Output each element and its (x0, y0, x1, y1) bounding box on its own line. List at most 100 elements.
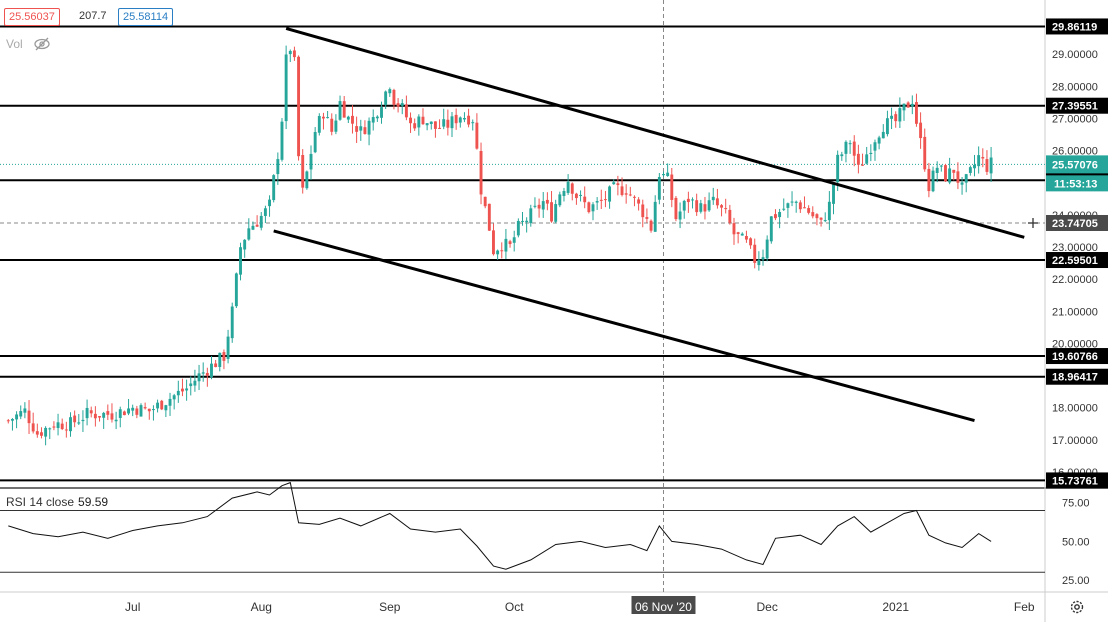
candle-body (989, 157, 993, 174)
candle-body (122, 411, 126, 416)
eye-hidden-icon[interactable] (33, 36, 51, 52)
candle-body (400, 103, 404, 106)
trendline[interactable] (273, 229, 975, 423)
candle-body (239, 247, 242, 275)
candle-body (164, 405, 168, 411)
candle-body (156, 402, 160, 409)
plus-icon[interactable] (1024, 215, 1042, 231)
gear-icon[interactable] (1068, 598, 1086, 616)
candle-body (657, 177, 661, 200)
candle-body (869, 152, 873, 154)
candle-body (720, 205, 723, 208)
candle-body (305, 171, 309, 189)
candle-body (977, 155, 981, 167)
candle-body (653, 201, 657, 232)
time-tick-label: Aug (251, 600, 272, 614)
candle-body (852, 141, 856, 156)
candle-body (147, 408, 151, 412)
bid-price[interactable]: 25.56037 (4, 8, 60, 26)
candle-body (827, 201, 831, 221)
trendlines[interactable] (273, 26, 1025, 423)
candle-body (703, 204, 707, 212)
price-tick-label: 21.00000 (1052, 306, 1098, 318)
candle-body (263, 208, 267, 216)
candle-body (417, 116, 421, 128)
candle-body (351, 115, 354, 124)
candle-body (815, 214, 819, 219)
candle-body (114, 419, 118, 422)
candle-body (803, 207, 806, 209)
candle-body (790, 201, 794, 203)
time-tick-label: Jul (125, 600, 140, 614)
candle-body (475, 122, 479, 149)
candle-body (885, 118, 889, 135)
candle-body (64, 429, 68, 431)
candle-body (819, 217, 823, 220)
candle-body (599, 199, 603, 201)
time-tick-label: Feb (1014, 600, 1035, 614)
candle-body (301, 155, 305, 188)
current-price-box (1046, 155, 1108, 174)
candle-body (968, 167, 972, 173)
candle-body (906, 102, 910, 108)
candle-body (226, 336, 230, 359)
candle-body (52, 426, 56, 428)
ask-price[interactable]: 25.58114 (118, 8, 174, 26)
candle-body (322, 116, 325, 119)
candle-body (230, 306, 234, 339)
candle-body (877, 137, 881, 144)
candle-body (914, 102, 918, 124)
candle-body (438, 127, 442, 129)
candle-body (446, 119, 450, 128)
candle-body (662, 174, 665, 176)
candle-body (56, 422, 60, 429)
candle-body (633, 196, 636, 198)
candle-body (85, 407, 89, 419)
candle-body (292, 50, 296, 58)
crosshair-price-box (1046, 214, 1108, 231)
candle-body (60, 423, 64, 430)
candle-body (172, 395, 176, 400)
candle-body (251, 225, 255, 230)
candle-body (218, 352, 222, 367)
countdown-box (1046, 175, 1108, 192)
candle-body (31, 423, 35, 432)
level-label: 27.39551 (1052, 101, 1098, 113)
candle-body (214, 363, 218, 368)
candle-body (628, 194, 632, 196)
candle-body (23, 408, 27, 413)
candle-body (823, 220, 827, 222)
price-tick-label: 22.00000 (1052, 274, 1098, 286)
candle-body (952, 169, 956, 173)
candle-body (388, 89, 392, 94)
candle-body (143, 407, 147, 409)
candle-body (396, 103, 400, 107)
candle-body (699, 203, 703, 212)
level-label: 29.86119 (1052, 21, 1097, 33)
candle-body (346, 116, 350, 120)
candle-body (595, 201, 599, 203)
candle-body (110, 413, 114, 420)
candle-body (749, 238, 753, 246)
candle-body (670, 174, 674, 200)
candle-body (185, 388, 189, 391)
candle-body (313, 132, 317, 153)
candle-body (923, 136, 927, 170)
candle-body (193, 380, 197, 386)
rsi-legend[interactable]: RSI 14 close 59.59 (6, 495, 108, 509)
crosshair-time-label: 06 Nov '20 (635, 600, 692, 614)
candle-body (15, 414, 19, 420)
trendline[interactable] (285, 26, 1025, 239)
candle-body (168, 398, 172, 406)
candle-body (624, 193, 628, 195)
candle-body (608, 186, 612, 202)
candle-body (944, 165, 947, 182)
candle-body (458, 117, 462, 123)
candle-body (363, 127, 367, 134)
horizontal-levels[interactable] (0, 25, 1045, 482)
candle-body (981, 157, 985, 159)
rsi-value: 59.59 (78, 495, 109, 509)
candle-body (181, 388, 184, 392)
rsi-tick-label: 50.00 (1062, 536, 1090, 548)
